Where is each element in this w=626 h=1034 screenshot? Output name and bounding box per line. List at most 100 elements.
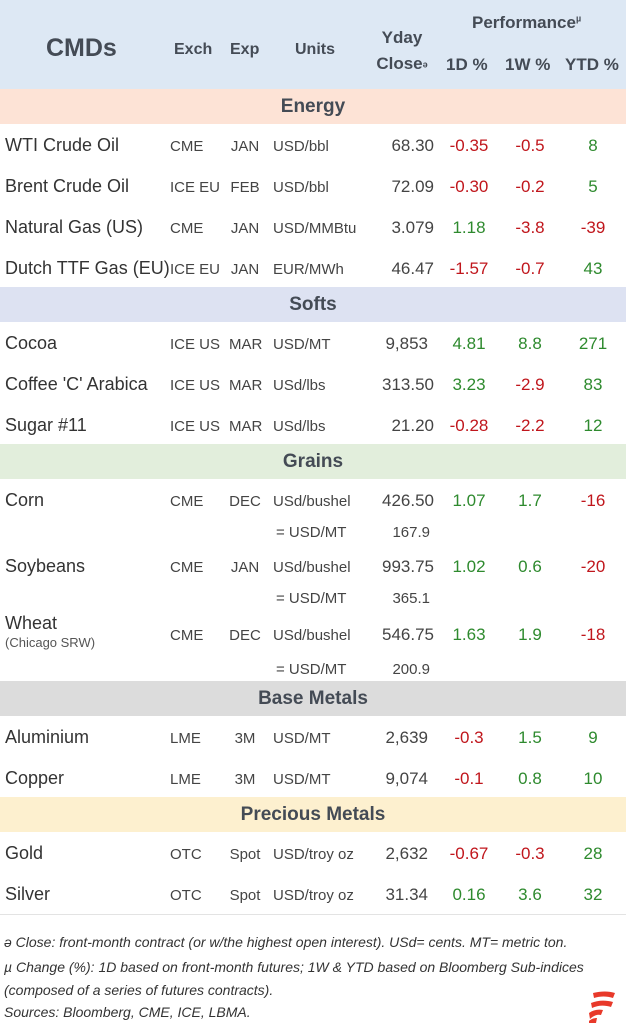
units: USd/bushel (273, 493, 351, 510)
conversion-label: = USD/MT (276, 590, 347, 607)
table-row: Coffee 'C' Arabica ICE US MAR USd/lbs 31… (0, 366, 626, 402)
commodity-name: Brent Crude Oil (5, 176, 130, 196)
units: USD/troy oz (273, 887, 354, 904)
exchange: CME (170, 493, 204, 510)
commodity-name: Silver (5, 884, 51, 904)
table-row: Brent Crude Oil ICE EU FEB USD/bbl 72.09… (0, 168, 626, 204)
expiry: JAN (230, 138, 260, 155)
expiry: MAR (229, 377, 263, 394)
change-1d: -0.3 (454, 728, 484, 747)
footnote-close: ə Close: front-month contract (or w/the … (4, 934, 568, 950)
change-ytd: 28 (583, 844, 603, 863)
table-row: Silver OTC Spot USD/troy oz 31.34 0.16 3… (0, 876, 626, 912)
units: USd/lbs (273, 377, 326, 394)
change-1d: 4.81 (452, 334, 486, 353)
table-row: Gold OTC Spot USD/troy oz 2,632 -0.67 -0… (0, 835, 626, 871)
col-header-yday-line1: Yday (381, 28, 423, 47)
table-row: WTI Crude Oil CME JAN USD/bbl 68.30 -0.3… (0, 127, 626, 163)
table-title: CMDs (46, 34, 117, 62)
change-ytd: -16 (580, 491, 606, 510)
change-1w: -2.2 (515, 416, 545, 435)
change-1w: -0.3 (515, 844, 545, 863)
yday-close: 2,639 (385, 728, 428, 747)
units: EUR/MWh (273, 261, 344, 278)
change-ytd: 10 (583, 769, 603, 788)
expiry: MAR (229, 418, 263, 435)
change-ytd: 32 (583, 885, 603, 904)
table-header: CMDs Exch Exp Units Yday Closeə Performa… (0, 0, 626, 89)
brand-logo-icon (589, 991, 615, 1023)
yday-close: 72.09 (391, 177, 434, 196)
section-base-metals: Base Metals (0, 681, 626, 716)
exchange: CME (170, 627, 204, 644)
conversion-label: = USD/MT (276, 524, 347, 541)
table-row: Wheat (Chicago SRW) CME DEC USd/bushel 5… (0, 605, 626, 653)
yday-close: 68.30 (391, 136, 434, 155)
col-header-yday-close: Yday Closeə (372, 25, 432, 78)
commodity-name: Copper (5, 768, 65, 788)
change-1w: -0.7 (515, 259, 545, 278)
units: USD/troy oz (273, 846, 354, 863)
units: USD/MT (273, 771, 331, 788)
change-ytd: 12 (583, 416, 603, 435)
table-row: Copper LME 3M USD/MT 9,074 -0.1 0.8 10 (0, 760, 626, 796)
table-row: Cocoa ICE US MAR USD/MT 9,853 4.81 8.8 2… (0, 325, 626, 361)
change-1w: -0.5 (515, 136, 545, 155)
commodity-name: Gold (5, 843, 44, 863)
change-ytd: 5 (588, 177, 598, 196)
col-header-exch: Exch (174, 41, 213, 58)
expiry: DEC (229, 627, 261, 644)
table-row-conversion: = USD/MT 167.9 (0, 515, 626, 551)
footnote-change-cont: (composed of a series of futures contrac… (4, 982, 274, 998)
change-ytd: 9 (588, 728, 598, 747)
change-1w: -3.8 (515, 218, 545, 237)
change-1w: 1.5 (518, 728, 542, 747)
expiry: Spot (229, 887, 261, 904)
exchange: ICE US (170, 336, 221, 353)
commodity-name: Dutch TTF Gas (EU) (5, 258, 170, 278)
exchange: ICE US (170, 418, 221, 435)
table-row: Dutch TTF Gas (EU) ICE EU JAN EUR/MWh 46… (0, 250, 626, 286)
table-row: Aluminium LME 3M USD/MT 2,639 -0.3 1.5 9 (0, 719, 626, 755)
col-header-yday-line2: Close (376, 54, 423, 73)
expiry: MAR (229, 336, 263, 353)
yday-close: 9,074 (385, 769, 428, 788)
change-1d: -0.28 (449, 416, 489, 435)
change-1d: 1.63 (452, 625, 486, 644)
conversion-value: 167.9 (392, 524, 430, 541)
exchange: ICE US (170, 377, 221, 394)
commodity-name: Corn (5, 490, 45, 510)
units: USd/bushel (273, 627, 351, 644)
table-row-conversion: = USD/MT 365.1 (0, 581, 626, 617)
table-row: Soybeans CME JAN USd/bushel 993.75 1.02 … (0, 548, 626, 584)
units: USD/bbl (273, 179, 329, 196)
units: USD/MT (273, 336, 331, 353)
commodity-name: Sugar #11 (5, 415, 87, 435)
change-1d: -0.35 (449, 136, 489, 155)
col-header-performance: Performanceµ (472, 13, 581, 33)
col-header-1w: 1W % (505, 55, 551, 74)
change-1d: -1.57 (449, 259, 489, 278)
expiry: Spot (229, 846, 261, 863)
exchange: ICE EU (170, 261, 221, 278)
change-ytd: 43 (583, 259, 603, 278)
table-row: Corn CME DEC USd/bushel 426.50 1.07 1.7 … (0, 482, 626, 518)
change-ytd: 83 (583, 375, 603, 394)
exchange: CME (170, 559, 204, 576)
units: USD/bbl (273, 138, 329, 155)
units: USD/MMBtu (273, 220, 357, 237)
change-1w: 1.9 (518, 625, 542, 644)
performance-label: Performance (472, 13, 576, 32)
table-row: Sugar #11 ICE US MAR USd/lbs 21.20 -0.28… (0, 407, 626, 443)
change-1w: 1.7 (518, 491, 542, 510)
col-header-1d: 1D % (446, 55, 488, 74)
change-1d: -0.1 (454, 769, 484, 788)
conversion-value: 200.9 (392, 661, 430, 678)
change-1w: 0.8 (518, 769, 542, 788)
change-ytd: -20 (580, 557, 606, 576)
col-header-exp: Exp (230, 41, 260, 58)
change-1w: -0.2 (515, 177, 545, 196)
yday-close: 9,853 (385, 334, 428, 353)
expiry: FEB (230, 179, 260, 196)
units: USd/lbs (273, 418, 326, 435)
